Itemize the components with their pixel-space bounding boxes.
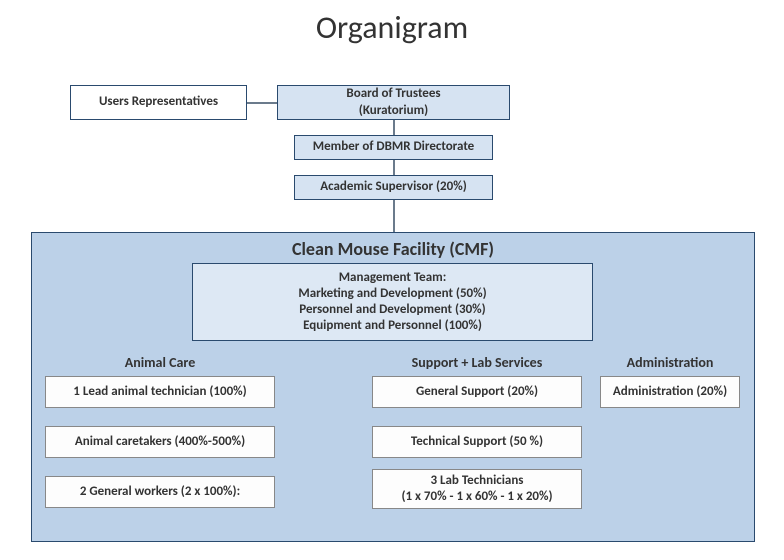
- item-admin-1: Administration (20%): [600, 376, 740, 408]
- item-animal-1: 1 Lead animal technician (100%): [45, 376, 275, 408]
- page-title: Organigram: [0, 8, 784, 47]
- node-label: Board of Trustees: [346, 86, 440, 102]
- cmf-title: Clean Mouse Facility (CMF): [31, 238, 755, 260]
- item-label: Technical Support (50 %): [411, 434, 543, 450]
- node-management: Management Team: Marketing and Developme…: [192, 263, 593, 341]
- col-header-admin: Administration: [600, 354, 740, 371]
- connector: [393, 120, 395, 135]
- item-animal-3: 2 General workers (2 x 100%):: [45, 476, 275, 508]
- node-label: Member of DBMR Directorate: [313, 139, 474, 155]
- item-animal-2: Animal caretakers (400%-500%): [45, 426, 275, 458]
- item-label: 1 Lead animal technician (100%): [73, 384, 246, 400]
- node-users-rep: Users Representatives: [70, 85, 247, 120]
- item-label: General Support (20%): [416, 384, 538, 400]
- node-dbmr: Member of DBMR Directorate: [294, 135, 493, 160]
- connector: [247, 102, 277, 104]
- item-support-2: Technical Support (50 %): [372, 426, 582, 458]
- item-label: (1 x 70% - 1 x 60% - 1 x 20%): [401, 489, 552, 505]
- node-label: Users Representatives: [99, 94, 218, 110]
- item-support-3: 3 Lab Technicians (1 x 70% - 1 x 60% - 1…: [372, 469, 582, 509]
- node-supervisor: Academic Supervisor (20%): [294, 175, 493, 200]
- item-label: Animal caretakers (400%-500%): [75, 434, 245, 450]
- item-label: 3 Lab Technicians: [430, 473, 523, 489]
- item-support-1: General Support (20%): [372, 376, 582, 408]
- node-board: Board of Trustees (Kuratorium): [277, 85, 510, 120]
- col-header-animal: Animal Care: [45, 354, 275, 371]
- mgmt-line: Equipment and Personnel (100%): [303, 318, 482, 334]
- node-label: (Kuratorium): [359, 103, 428, 119]
- mgmt-line: Marketing and Development (50%): [298, 286, 486, 302]
- mgmt-heading: Management Team:: [339, 270, 447, 286]
- item-label: Administration (20%): [613, 384, 727, 400]
- item-label: 2 General workers (2 x 100%):: [80, 484, 240, 500]
- connector: [393, 200, 395, 232]
- node-label: Academic Supervisor (20%): [320, 179, 467, 195]
- col-header-support: Support + Lab Services: [372, 354, 582, 371]
- connector: [393, 160, 395, 175]
- mgmt-line: Personnel and Development (30%): [299, 302, 485, 318]
